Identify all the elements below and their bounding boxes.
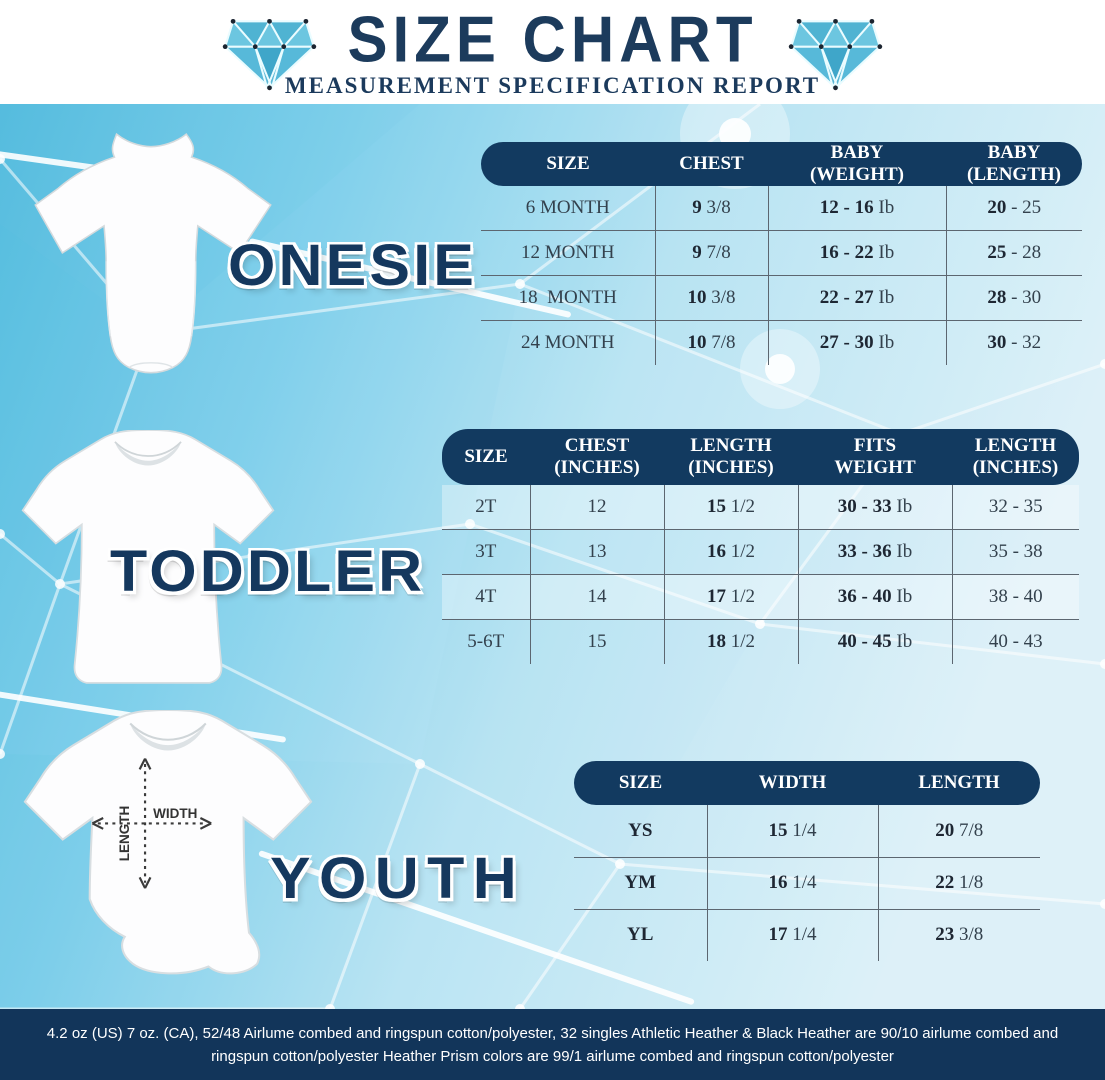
svg-text:WIDTH: WIDTH (153, 806, 197, 821)
svg-text:LENGTH: LENGTH (117, 806, 132, 862)
